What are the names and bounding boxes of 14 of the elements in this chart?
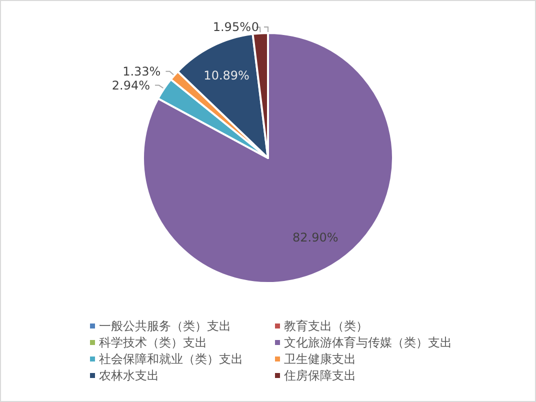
legend-label: 住房保障支出	[283, 368, 356, 382]
legend-label: 科学技术（类）支出	[99, 336, 207, 350]
data-label: 1.95%	[212, 20, 251, 34]
legend-label: 卫生健康支出	[284, 352, 356, 366]
legend-label: 一般公共服务（类）支出	[99, 319, 231, 333]
data-label: 10.89%	[204, 68, 250, 82]
legend-label: 文化旅游体育与传媒（类）支出	[284, 336, 452, 350]
legend-label: 社会保障和就业（类）支出	[99, 352, 243, 366]
legend-label: 教育支出（类）	[284, 319, 368, 333]
text: 0	[251, 20, 259, 34]
data-label: 82.90%	[292, 230, 338, 244]
data-label: 2.94%	[112, 78, 150, 92]
legend-label: 农林水支出	[99, 368, 159, 382]
data-label: 1.33%	[122, 64, 161, 78]
